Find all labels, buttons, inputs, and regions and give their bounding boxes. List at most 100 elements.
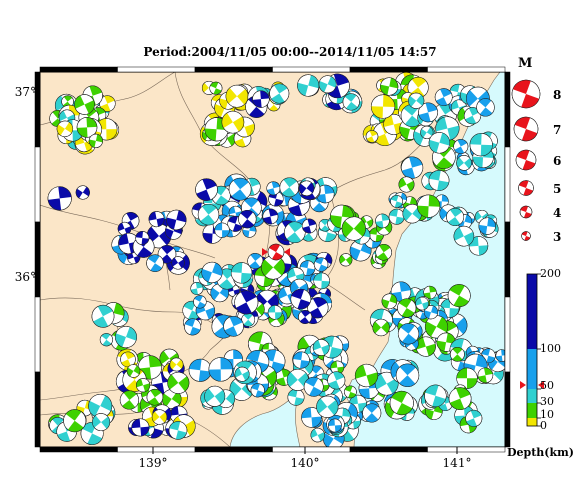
- quake-symbol-545: [362, 403, 382, 423]
- quake-symbol-385: [423, 285, 437, 300]
- main-event-symbol[interactable]: [262, 241, 290, 263]
- quake-symbol-494: [136, 378, 151, 393]
- mag-label-8: 8: [553, 88, 562, 102]
- quake-symbol-475: [234, 366, 250, 382]
- axis-ticks: [33, 91, 458, 454]
- depth-scale: [520, 273, 544, 427]
- mag-legend-symbol-0: [511, 79, 541, 109]
- lat-label-36: 36°: [14, 270, 36, 284]
- quake-symbol-495: [119, 390, 139, 410]
- quake-symbol-149: [428, 170, 450, 191]
- quake-symbol-580: [448, 387, 472, 410]
- quake-symbol-539: [354, 363, 379, 388]
- depth-band-30-50: [527, 389, 537, 403]
- quake-symbol-449: [286, 368, 309, 391]
- quake-symbol-564: [328, 418, 342, 433]
- depth-marker-right: [538, 381, 544, 389]
- mag-legend-symbol-5: [521, 231, 531, 241]
- mag-label-3: 3: [553, 230, 562, 244]
- quake-symbol-526: [92, 413, 111, 432]
- quake-symbol-261: [341, 216, 366, 241]
- quake-symbol-497: [146, 388, 164, 406]
- quake-symbol-342: [234, 290, 259, 315]
- depth-band-100-200: [527, 274, 537, 349]
- quake-symbol-455: [327, 371, 346, 390]
- quake-symbol-557: [301, 407, 322, 428]
- mag-legend-symbol-1: [513, 116, 539, 142]
- quake-symbol-188: [166, 209, 187, 231]
- quake-symbol-213: [238, 209, 257, 229]
- quake-symbol-476: [208, 357, 233, 382]
- quake-symbol-241: [301, 218, 317, 234]
- quake-symbol-351: [193, 295, 207, 309]
- quake-symbol-473: [204, 385, 226, 407]
- quake-symbol-293: [307, 297, 329, 319]
- depth-marker-left: [520, 381, 526, 389]
- quake-symbol-447: [292, 351, 310, 369]
- main-event-beachball: [267, 243, 285, 261]
- quake-symbol-546: [344, 385, 357, 399]
- quake-symbol-212: [228, 177, 252, 201]
- quake-symbol-95: [370, 94, 396, 119]
- quake-symbol-583: [115, 326, 137, 348]
- quake-symbol-249: [339, 253, 353, 267]
- quake-symbol-318: [298, 310, 313, 324]
- quake-symbol-233: [284, 221, 306, 244]
- quake-symbol-121: [453, 139, 469, 154]
- quake-symbol-346: [223, 316, 244, 337]
- quake-symbol-496: [167, 371, 190, 394]
- quake-symbol-59: [252, 90, 270, 108]
- mag-label-5: 5: [553, 182, 562, 196]
- quake-symbol-543: [349, 394, 367, 413]
- mag-label-7: 7: [553, 123, 562, 137]
- earthquake-symbols: [47, 72, 505, 447]
- depth-label-200: 200: [540, 267, 561, 280]
- quake-symbol-27: [56, 120, 74, 137]
- quake-symbol-568: [477, 367, 494, 384]
- quake-symbol-500: [169, 357, 184, 372]
- quake-symbol-338: [241, 312, 256, 327]
- quake-symbol-388: [447, 284, 471, 308]
- quake-symbol-141: [398, 176, 415, 193]
- quake-symbol-569: [456, 367, 478, 389]
- quake-symbol-26: [88, 133, 103, 148]
- quake-symbol-548: [395, 363, 420, 387]
- depth-band-10-30: [527, 403, 537, 418]
- quake-symbol-397: [423, 305, 439, 320]
- quake-symbol-154: [417, 194, 441, 218]
- mag-label-6: 6: [553, 154, 562, 168]
- quake-symbol-189: [135, 231, 150, 245]
- quake-symbol-166: [453, 225, 475, 247]
- quake-symbol-393: [424, 315, 449, 339]
- quake-symbol-56: [269, 83, 290, 104]
- quake-symbol-416: [450, 346, 465, 362]
- quake-symbol-187: [171, 256, 185, 270]
- quake-symbol-164: [468, 236, 489, 256]
- quake-symbol-98: [380, 77, 399, 96]
- quake-symbol-162: [478, 217, 496, 235]
- quake-symbol-211: [197, 203, 220, 226]
- quake-symbol-323: [313, 272, 330, 290]
- quake-symbol-398: [372, 318, 390, 337]
- quake-symbol-319: [267, 305, 283, 320]
- quake-symbol-587: [47, 186, 72, 211]
- quake-symbol-239: [262, 208, 279, 225]
- quake-symbol-469: [250, 383, 265, 398]
- lon-label-141: 141°: [442, 456, 472, 470]
- quake-symbol-125: [456, 155, 472, 171]
- quake-symbol-347: [184, 318, 202, 336]
- quake-symbol-113: [418, 102, 438, 123]
- quake-symbol-509: [131, 418, 150, 437]
- quake-symbol-576: [424, 384, 447, 407]
- quake-symbol-307: [299, 260, 316, 276]
- quake-symbol-389: [390, 281, 412, 302]
- quake-symbol-400: [415, 296, 429, 311]
- quake-symbol-167: [446, 208, 465, 226]
- quake-symbol-547: [389, 390, 414, 416]
- quake-symbol-314: [313, 257, 329, 272]
- quake-symbol-554: [310, 427, 325, 443]
- quake-symbol-178: [127, 250, 141, 265]
- quake-symbol-182: [148, 211, 165, 228]
- depth-label-10: 10: [540, 408, 554, 421]
- depth-label-100: 100: [540, 342, 561, 355]
